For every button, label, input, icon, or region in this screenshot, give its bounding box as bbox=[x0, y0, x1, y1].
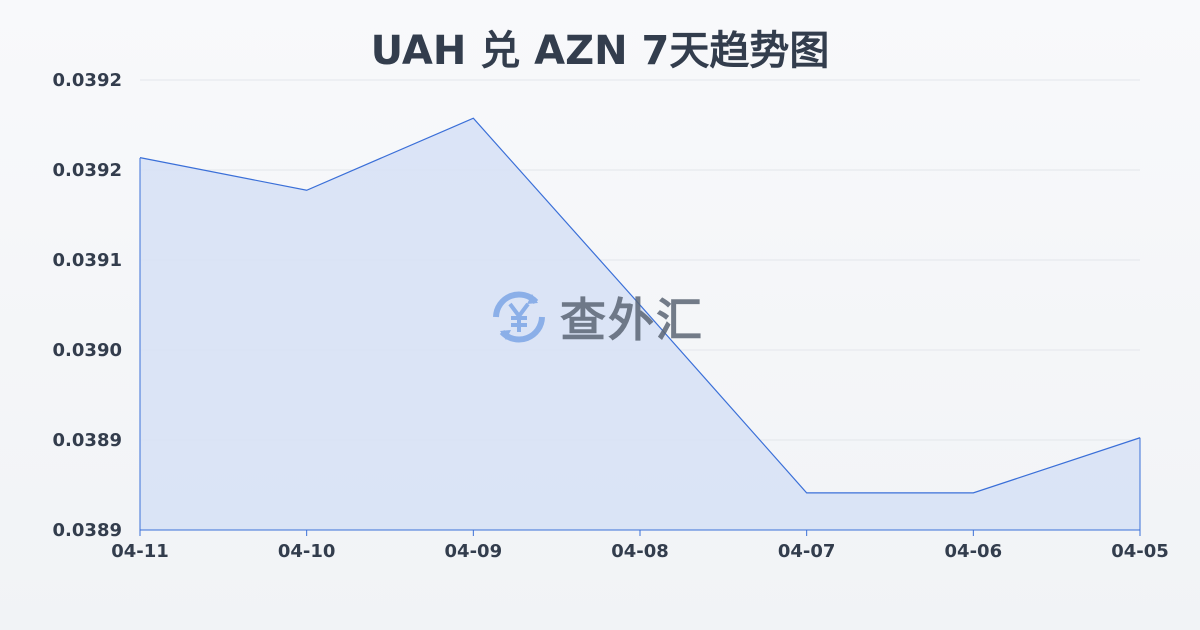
x-tick-label: 04-06 bbox=[945, 541, 1003, 562]
x-tick-label: 04-09 bbox=[445, 541, 503, 562]
y-tick-label: 0.0389 bbox=[53, 520, 122, 541]
x-tick-label: 04-07 bbox=[778, 541, 836, 562]
x-tick-label: 04-08 bbox=[611, 541, 669, 562]
x-tick-label: 04-11 bbox=[111, 541, 169, 562]
y-tick-label: 0.0390 bbox=[53, 340, 122, 361]
area-fill bbox=[140, 118, 1140, 530]
yen-exchange-icon bbox=[493, 291, 545, 343]
y-tick-label: 0.0392 bbox=[53, 160, 122, 181]
y-tick-label: 0.0392 bbox=[53, 70, 122, 91]
y-tick-label: 0.0389 bbox=[53, 430, 122, 451]
watermark: 查外汇 bbox=[488, 284, 704, 350]
x-tick-label: 04-05 bbox=[1111, 541, 1169, 562]
y-tick-label: 0.0391 bbox=[53, 250, 122, 271]
chart-title: UAH 兑 AZN 7天趋势图 bbox=[370, 28, 830, 74]
watermark-text: 查外汇 bbox=[560, 293, 704, 347]
x-tick-label: 04-10 bbox=[278, 541, 336, 562]
